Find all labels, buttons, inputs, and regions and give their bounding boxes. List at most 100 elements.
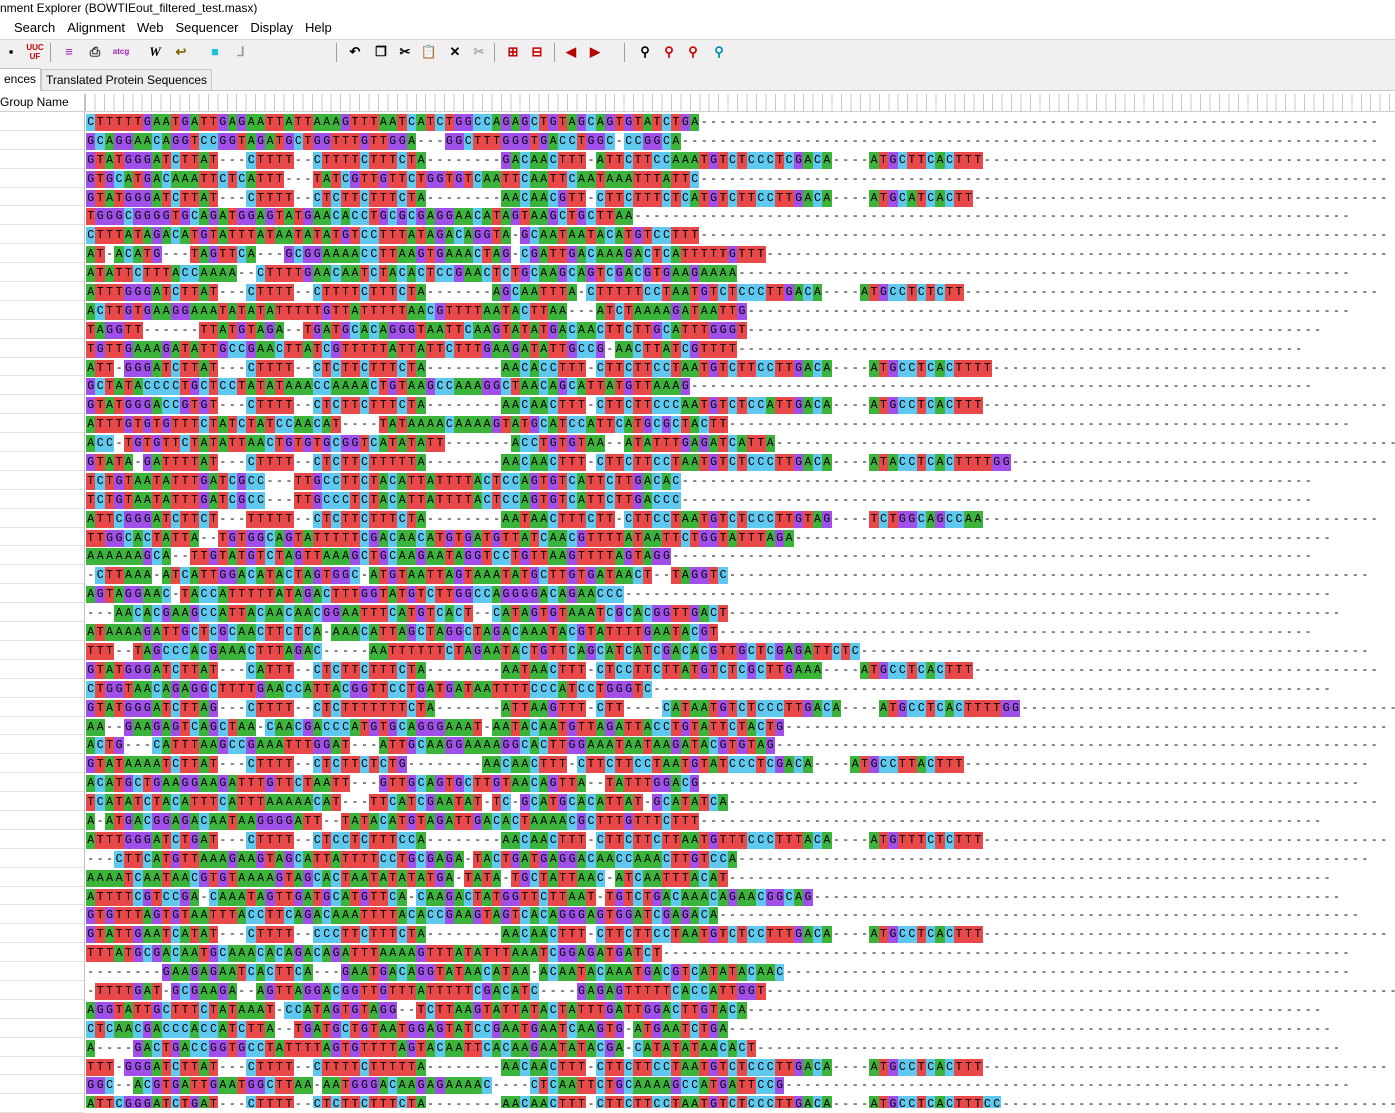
group-name-cell[interactable] (0, 131, 84, 150)
group-name-cell[interactable] (0, 509, 84, 528)
group-name-cell[interactable] (0, 698, 84, 717)
menu-sequencer[interactable]: Sequencer (175, 20, 239, 35)
group-name-cell[interactable] (0, 546, 84, 566)
group-name-cell[interactable] (0, 490, 84, 509)
group-name-cell[interactable] (0, 471, 84, 490)
group-name-cell[interactable] (0, 792, 84, 811)
group-name-cell[interactable] (0, 924, 84, 944)
copy-icon[interactable]: ❐ (375, 44, 387, 59)
group-name-cell[interactable] (0, 679, 84, 698)
group-name-cell[interactable] (0, 887, 84, 906)
next-icon[interactable]: ▶ (590, 44, 600, 59)
undo-icon[interactable]: ↶ (349, 44, 361, 59)
group-name-cell[interactable] (0, 603, 84, 623)
find-icon[interactable]: ⚲ (640, 44, 650, 59)
group-name-cell[interactable] (0, 263, 84, 283)
group-name-cell[interactable] (0, 282, 84, 301)
uuc-icon[interactable]: UUC UF (26, 43, 44, 61)
group-name-cell[interactable] (0, 339, 84, 358)
menu-search[interactable]: Search (14, 20, 56, 35)
group-name-cell[interactable] (0, 962, 84, 981)
group-name-cell[interactable] (0, 358, 84, 377)
group-name-cell[interactable] (0, 811, 84, 830)
menu-display[interactable]: Display (250, 20, 294, 35)
group-name-cell[interactable] (0, 376, 84, 396)
w-icon[interactable]: W (149, 44, 161, 59)
paste-icon[interactable]: 📋 (420, 44, 438, 59)
group-name-cell[interactable] (0, 414, 84, 434)
group-name-cell[interactable] (0, 1019, 84, 1038)
group-name-cell[interactable] (0, 301, 84, 320)
color-icon[interactable]: ■ (211, 44, 219, 59)
group-name-cell[interactable] (0, 433, 84, 453)
group-name-cell[interactable] (0, 943, 84, 963)
menu-web[interactable]: Web (137, 20, 164, 35)
group-name-cell[interactable] (0, 112, 84, 131)
group-name-cell[interactable] (0, 830, 84, 849)
group-name-cell[interactable] (0, 1075, 84, 1095)
group-name-cell[interactable] (0, 565, 84, 585)
menu-help[interactable]: Help (305, 20, 332, 35)
export-icon[interactable]: ⊟ (531, 44, 543, 59)
print-icon[interactable]: ⎙ (89, 44, 101, 59)
group-name-cell[interactable] (0, 622, 84, 641)
group-name-cell[interactable] (0, 395, 84, 415)
group-name-cell[interactable] (0, 905, 84, 925)
group-name-cell[interactable] (0, 868, 84, 887)
group-name-column[interactable] (0, 112, 85, 1113)
group-name-cell[interactable] (0, 188, 84, 207)
column-ruler[interactable] (85, 94, 1395, 111)
group-name-cell[interactable] (0, 1000, 84, 1019)
group-name-cell[interactable] (0, 1057, 84, 1076)
group-name-cell[interactable] (0, 225, 84, 245)
tree-icon[interactable]: ⅃ (237, 44, 245, 59)
group-name-cell[interactable] (0, 150, 84, 169)
tab-nucleotide-sequences[interactable]: ences (0, 68, 42, 91)
group-name-cell[interactable] (0, 1038, 84, 1057)
prev-icon[interactable]: ◀ (566, 44, 576, 59)
menu-alignment[interactable]: Alignment (67, 20, 126, 35)
group-name-header[interactable]: Group Name (0, 94, 85, 111)
group-name-cell[interactable] (0, 660, 84, 679)
